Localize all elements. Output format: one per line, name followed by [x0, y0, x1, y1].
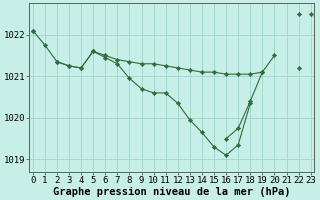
X-axis label: Graphe pression niveau de la mer (hPa): Graphe pression niveau de la mer (hPa) — [53, 186, 291, 197]
